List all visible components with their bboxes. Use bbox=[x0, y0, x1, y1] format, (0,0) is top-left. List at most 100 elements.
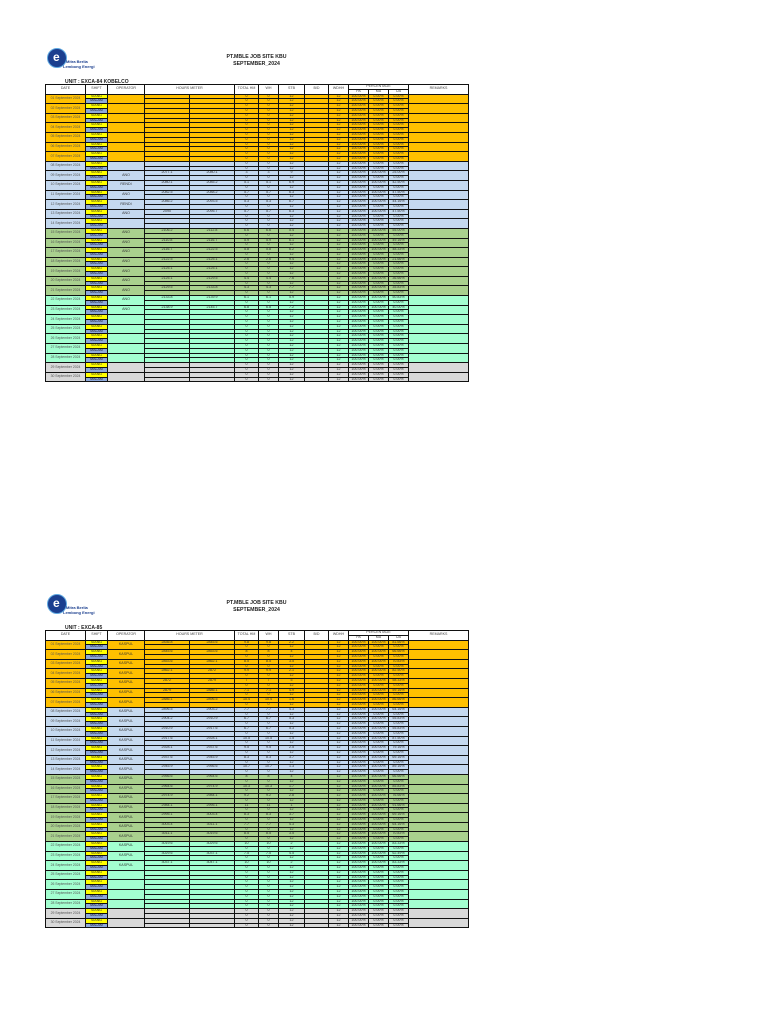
remarks-cell[interactable] bbox=[408, 898, 469, 910]
remarks-cell[interactable] bbox=[408, 793, 469, 804]
operator-cell[interactable]: KASPUL bbox=[107, 735, 145, 747]
remarks-cell[interactable] bbox=[408, 227, 469, 239]
remarks-cell[interactable] bbox=[408, 179, 469, 191]
operator-cell[interactable] bbox=[107, 343, 145, 354]
remarks-cell[interactable] bbox=[408, 745, 469, 756]
remarks-cell[interactable] bbox=[408, 247, 469, 258]
remarks-cell[interactable] bbox=[408, 151, 469, 162]
remarks-cell[interactable] bbox=[408, 706, 469, 718]
remarks-cell[interactable] bbox=[408, 266, 469, 277]
operator-cell[interactable] bbox=[107, 333, 145, 345]
remarks-cell[interactable] bbox=[408, 879, 469, 891]
remarks-cell[interactable] bbox=[408, 237, 469, 249]
bd[interactable] bbox=[304, 376, 329, 383]
operator-cell[interactable] bbox=[107, 122, 145, 133]
remarks-cell[interactable] bbox=[408, 860, 469, 871]
remarks-cell[interactable] bbox=[408, 639, 469, 651]
operator-cell[interactable]: KASPUL bbox=[107, 725, 145, 737]
hm-end[interactable] bbox=[189, 376, 235, 383]
remarks-cell[interactable] bbox=[408, 889, 469, 900]
remarks-cell[interactable] bbox=[408, 131, 469, 143]
operator-cell[interactable]: KASPUL bbox=[107, 716, 145, 727]
operator-cell[interactable]: ANO bbox=[107, 247, 145, 258]
operator-cell[interactable] bbox=[107, 151, 145, 162]
operator-cell[interactable]: KASPUL bbox=[107, 649, 145, 660]
operator-cell[interactable] bbox=[107, 352, 145, 364]
operator-cell[interactable] bbox=[107, 131, 145, 143]
remarks-cell[interactable] bbox=[408, 725, 469, 737]
remarks-cell[interactable] bbox=[408, 199, 469, 210]
remarks-cell[interactable] bbox=[408, 170, 469, 181]
remarks-cell[interactable] bbox=[408, 687, 469, 699]
operator-cell[interactable]: ANO bbox=[107, 237, 145, 249]
operator-cell[interactable]: KASPUL bbox=[107, 850, 145, 862]
operator-cell[interactable] bbox=[107, 160, 145, 172]
remarks-cell[interactable] bbox=[408, 754, 469, 766]
remarks-cell[interactable] bbox=[408, 716, 469, 727]
remarks-cell[interactable] bbox=[408, 658, 469, 670]
operator-cell[interactable]: ANO bbox=[107, 256, 145, 268]
operator-cell[interactable] bbox=[107, 879, 145, 891]
operator-cell[interactable]: KASPUL bbox=[107, 783, 145, 795]
remarks-cell[interactable] bbox=[408, 112, 469, 124]
remarks-cell[interactable] bbox=[408, 314, 469, 325]
remarks-cell[interactable] bbox=[408, 285, 469, 297]
remarks-cell[interactable] bbox=[408, 256, 469, 268]
operator-cell[interactable]: KASPUL bbox=[107, 764, 145, 775]
operator-cell[interactable]: KASPUL bbox=[107, 706, 145, 718]
operator-cell[interactable]: KASPUL bbox=[107, 658, 145, 670]
operator-cell[interactable] bbox=[107, 908, 145, 919]
remarks-cell[interactable] bbox=[408, 93, 469, 105]
operator-cell[interactable] bbox=[107, 869, 145, 881]
operator-cell[interactable]: KASPUL bbox=[107, 860, 145, 871]
operator-cell[interactable]: RENDI bbox=[107, 179, 145, 191]
remarks-cell[interactable] bbox=[408, 850, 469, 862]
remarks-cell[interactable] bbox=[408, 371, 469, 383]
hm-end[interactable] bbox=[189, 922, 235, 929]
operator-cell[interactable]: KASPUL bbox=[107, 745, 145, 756]
operator-cell[interactable] bbox=[107, 323, 145, 335]
operator-cell[interactable] bbox=[107, 362, 145, 373]
remarks-cell[interactable] bbox=[408, 649, 469, 660]
remarks-cell[interactable] bbox=[408, 160, 469, 172]
remarks-cell[interactable] bbox=[408, 764, 469, 775]
operator-cell[interactable]: KASPUL bbox=[107, 812, 145, 823]
operator-cell[interactable] bbox=[107, 314, 145, 325]
remarks-cell[interactable] bbox=[408, 812, 469, 823]
remarks-cell[interactable] bbox=[408, 821, 469, 833]
operator-cell[interactable]: RENDI bbox=[107, 199, 145, 210]
remarks-cell[interactable] bbox=[408, 189, 469, 201]
remarks-cell[interactable] bbox=[408, 802, 469, 814]
operator-cell[interactable]: ANO bbox=[107, 227, 145, 239]
operator-cell[interactable]: KASPUL bbox=[107, 821, 145, 833]
remarks-cell[interactable] bbox=[408, 908, 469, 919]
remarks-cell[interactable] bbox=[408, 735, 469, 747]
operator-cell[interactable] bbox=[107, 898, 145, 910]
operator-cell[interactable]: ANO bbox=[107, 189, 145, 201]
operator-cell[interactable]: ANO bbox=[107, 266, 145, 277]
remarks-cell[interactable] bbox=[408, 869, 469, 881]
operator-cell[interactable]: ANO bbox=[107, 304, 145, 316]
remarks-cell[interactable] bbox=[408, 122, 469, 133]
operator-cell[interactable]: KASPUL bbox=[107, 831, 145, 843]
remarks-cell[interactable] bbox=[408, 343, 469, 354]
remarks-cell[interactable] bbox=[408, 352, 469, 364]
operator-cell[interactable]: KASPUL bbox=[107, 668, 145, 679]
operator-cell[interactable]: KASPUL bbox=[107, 697, 145, 708]
operator-cell[interactable]: ANO bbox=[107, 275, 145, 287]
remarks-cell[interactable] bbox=[408, 141, 469, 153]
operator-cell[interactable] bbox=[107, 917, 145, 929]
hm-start[interactable] bbox=[144, 376, 190, 383]
operator-cell[interactable]: ANO bbox=[107, 208, 145, 220]
remarks-cell[interactable] bbox=[408, 917, 469, 929]
remarks-cell[interactable] bbox=[408, 841, 469, 852]
operator-cell[interactable] bbox=[107, 141, 145, 153]
operator-cell[interactable]: KASPUL bbox=[107, 754, 145, 766]
remarks-cell[interactable] bbox=[408, 304, 469, 316]
operator-cell[interactable] bbox=[107, 218, 145, 229]
remarks-cell[interactable] bbox=[408, 362, 469, 373]
operator-cell[interactable]: KASPUL bbox=[107, 677, 145, 689]
operator-cell[interactable]: KASPUL bbox=[107, 793, 145, 804]
remarks-cell[interactable] bbox=[408, 333, 469, 345]
remarks-cell[interactable] bbox=[408, 208, 469, 220]
